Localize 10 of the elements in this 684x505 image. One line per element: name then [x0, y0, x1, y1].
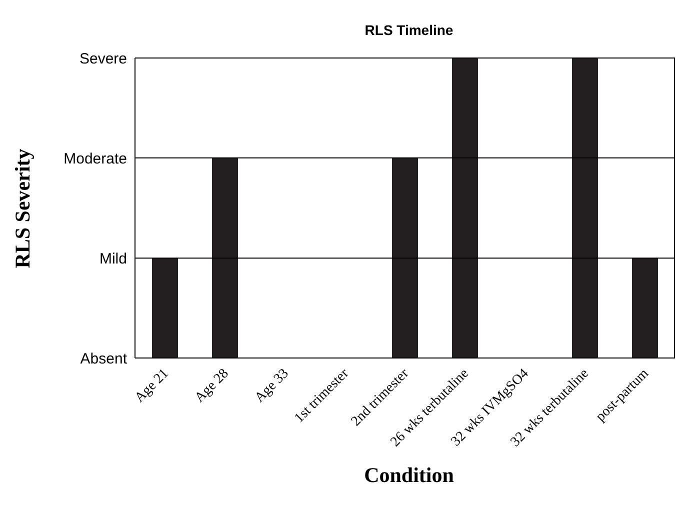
y-axis-title: RLS Severity	[10, 148, 36, 268]
x-tick-label: Age 28	[192, 366, 232, 406]
x-tick-label: Age 33	[252, 366, 292, 406]
category-label: Absent	[80, 350, 127, 368]
x-tick-label: Age 21	[132, 366, 172, 406]
category-label: Severe	[79, 50, 127, 68]
category-label: Moderate	[64, 150, 127, 168]
category-label: Mild	[99, 250, 127, 268]
x-axis-title: Condition	[363, 463, 455, 488]
chart-title: RLS Timeline	[364, 22, 454, 38]
